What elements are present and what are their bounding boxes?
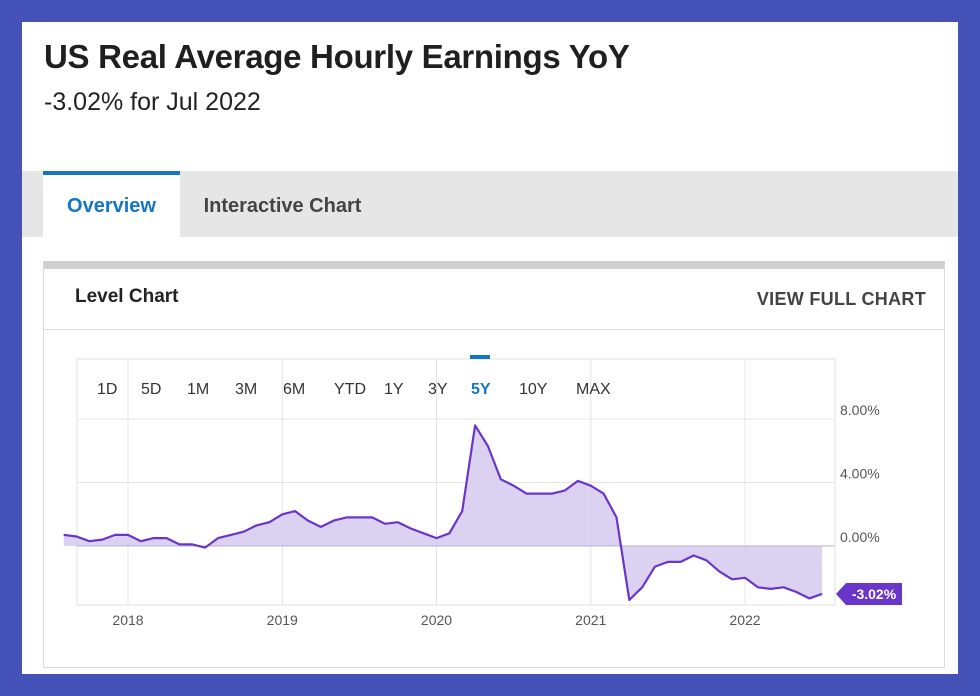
- page-title: US Real Average Hourly Earnings YoY: [44, 38, 630, 75]
- view-full-chart-link[interactable]: VIEW FULL CHART: [756, 289, 926, 309]
- range-button-5y[interactable]: 5Y: [471, 381, 491, 398]
- x-tick-label: 2021: [575, 612, 606, 628]
- range-button-3y[interactable]: 3Y: [428, 381, 448, 398]
- card: US Real Average Hourly Earnings YoY -3.0…: [22, 22, 958, 674]
- y-tick-label: 0.00%: [840, 529, 880, 545]
- range-button-5d[interactable]: 5D: [141, 381, 161, 398]
- range-button-max[interactable]: MAX: [576, 381, 611, 398]
- range-button-6m[interactable]: 6M: [283, 381, 305, 398]
- range-button-1m[interactable]: 1M: [187, 381, 209, 398]
- page-subtitle: -3.02% for Jul 2022: [44, 88, 261, 116]
- range-active-indicator: [470, 355, 490, 359]
- x-tick-label: 2018: [112, 612, 143, 628]
- x-tick-label: 2020: [421, 612, 452, 628]
- last-value-label: -3.02%: [852, 586, 897, 602]
- series-area: [63, 425, 823, 600]
- tab-overview[interactable]: Overview: [43, 171, 180, 237]
- level-chart-panel: Level Chart VIEW FULL CHART 1D 5D 1M 3M 6M YT…: [43, 261, 945, 668]
- range-button-10y[interactable]: 10Y: [519, 381, 548, 398]
- last-value-badge: [836, 582, 902, 605]
- range-button-1d[interactable]: 1D: [97, 381, 117, 398]
- tab-bar: Overview Interactive Chart: [22, 171, 958, 237]
- tab-interactive-chart[interactable]: Interactive Chart: [203, 195, 362, 217]
- x-tick-label: 2022: [729, 612, 760, 628]
- series-line: [63, 424, 823, 602]
- y-tick-label: 4.00%: [840, 466, 880, 482]
- y-tick-label: 8.00%: [840, 402, 880, 418]
- panel-title: Level Chart: [75, 286, 179, 307]
- chart-svg: 1D 5D 1M 3M 6M YTD 1Y 3Y 5Y 10Y MAX 8.00% 4.00% 0.00%…: [63, 355, 902, 628]
- x-tick-label: 2019: [267, 612, 298, 628]
- range-button-3m[interactable]: 3M: [235, 381, 257, 398]
- range-button-1y[interactable]: 1Y: [384, 381, 404, 398]
- panel-divider: [44, 329, 944, 330]
- range-button-ytd[interactable]: YTD: [334, 381, 366, 398]
